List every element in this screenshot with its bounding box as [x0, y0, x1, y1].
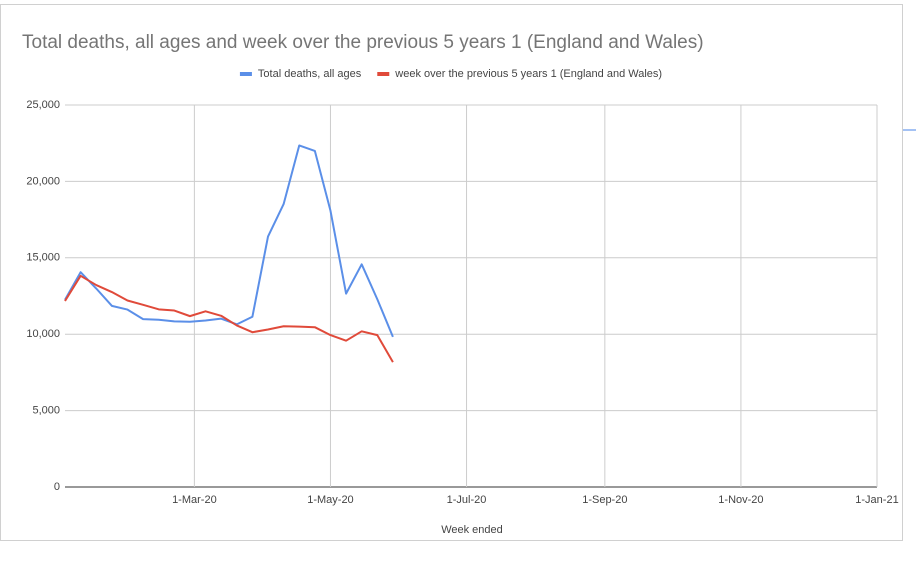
- x-tick-label: 1-Jul-20: [447, 494, 487, 506]
- chart-title: Total deaths, all ages and week over the…: [22, 32, 704, 53]
- legend-label: week over the previous 5 years 1 (Englan…: [394, 68, 662, 80]
- y-tick-label: 25,000: [26, 99, 60, 111]
- x-tick-label: 1-May-20: [307, 494, 353, 506]
- x-tick-label: 1-Jan-21: [855, 494, 898, 506]
- x-tick-label: 1-Nov-20: [718, 494, 763, 506]
- x-tick-label: 1-Sep-20: [582, 494, 627, 506]
- x-axis-label: Week ended: [441, 524, 503, 536]
- x-tick-label: 1-Mar-20: [172, 494, 217, 506]
- series-line: [64, 274, 394, 363]
- y-tick-label: 5,000: [32, 405, 60, 417]
- legend-swatch: [239, 72, 252, 76]
- y-tick-label: 20,000: [26, 175, 60, 187]
- legend-swatch: [377, 72, 390, 76]
- y-tick-label: 0: [54, 481, 60, 493]
- legend-label: Total deaths, all ages: [258, 68, 362, 80]
- y-tick-label: 10,000: [26, 328, 60, 340]
- chart-frame: [0, 4, 903, 541]
- legend: Total deaths, all ages week over the prev…: [239, 68, 662, 80]
- y-tick-label: 15,000: [26, 252, 60, 264]
